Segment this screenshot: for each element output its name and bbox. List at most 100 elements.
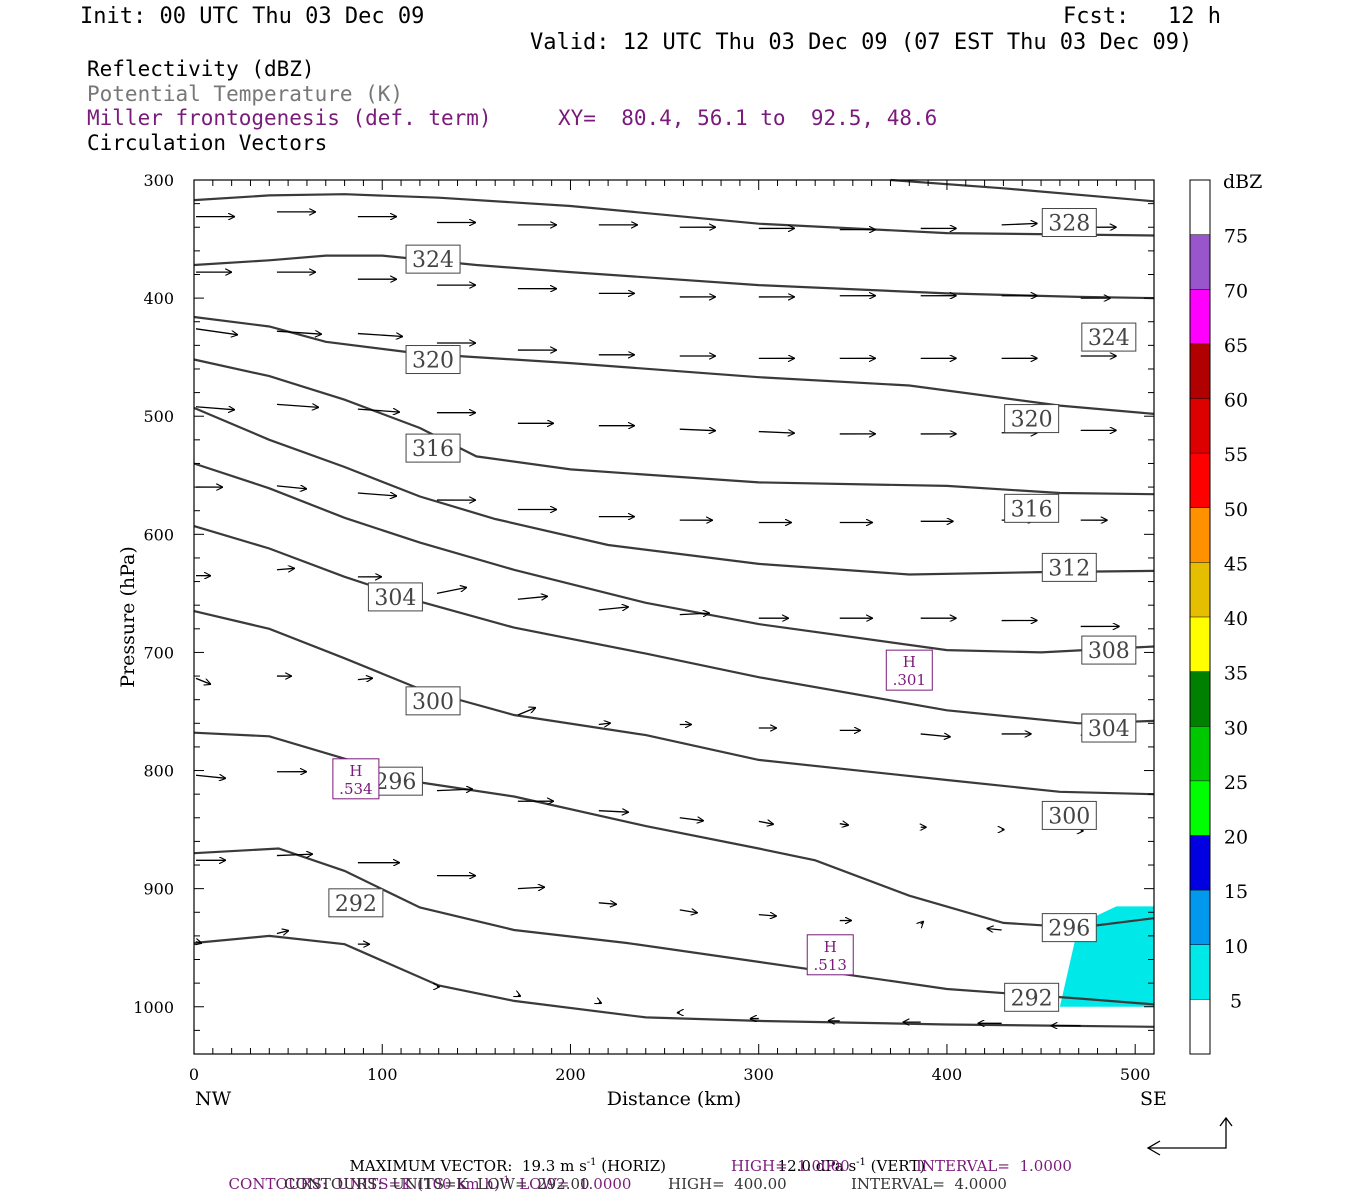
colorbar-segment [1190,835,1210,891]
miller-high-letter: H [349,762,362,780]
colorbar-level-label: 55 [1224,444,1248,466]
circulation-vector [517,596,548,599]
circulation-vector [276,486,307,489]
circulation-vector [195,775,226,778]
circulation-vector [276,331,322,334]
contour-label-text: 320 [412,349,454,374]
contour-label-box [1041,800,1097,830]
miller-contour-info: CONTOURS: UNITS=K (100 km h)-1 LOW= 1.00… [228,1175,632,1193]
colorbar-segment [1190,726,1210,781]
colorbar-level-label: 70 [1224,280,1248,302]
colorbar-level-label: 5 [1230,990,1242,1012]
colorbar-segment [1190,453,1210,508]
theta-contour [193,525,1155,725]
circulation-vector [195,328,238,335]
circulation-vector [679,910,698,913]
circulation-vector [758,915,777,916]
contour-label-box [1041,552,1097,582]
contour-label-text: 296 [1048,917,1090,942]
contour-label-box [1041,913,1097,943]
field-reflectivity: Reflectivity (dBZ) [87,57,315,81]
miller-high-value: .513 [814,956,847,974]
colorbar-level-label: 25 [1224,772,1248,794]
contour-label-text: 328 [1048,212,1090,237]
colorbar-segment [1190,180,1210,235]
theta-contour [193,254,1155,300]
miller-high-letter: H [903,653,916,671]
theta-contour [193,731,1155,929]
y-tick-label: 600 [143,525,174,544]
contour-label-box [328,888,384,918]
circulation-vector [357,409,400,412]
contour-label-box [405,244,461,274]
contour-label: 292 [1004,982,1060,1012]
circulation-vector [517,887,545,889]
colorbar-level-label: 20 [1224,827,1248,849]
contour-label-text: 324 [412,248,454,273]
colorbar-segment [1190,944,1210,1000]
miller-high-box [332,758,380,800]
plot-frame [193,179,1155,1055]
colorbar-segment [1190,507,1210,563]
contour-label-box [405,345,461,375]
x-left-direction: NW [195,1088,232,1110]
contour-label-text: 304 [374,586,416,611]
x-right-direction: SE [1140,1088,1167,1110]
contour-label: 300 [405,686,461,716]
circulation-vector [679,429,716,430]
colorbar-level-label: 30 [1224,717,1248,739]
contour-label: 312 [1041,552,1097,582]
contour-label: 324 [405,244,461,274]
contour-label: 296 [1041,913,1097,943]
circulation-vector [679,818,704,821]
circulation-vector [598,811,629,813]
x-axis-label: Distance (km) [607,1088,742,1110]
circulation-vector [987,929,1002,930]
miller-high-box [885,649,933,691]
circulation-vector [276,931,289,934]
y-tick-label: 400 [143,289,174,308]
contour-label-text: 312 [1048,556,1090,581]
theta-contour-info: CONTOURS: UNITS=K LOW= 292.00 [284,1175,590,1193]
y-axis-label: Pressure (hPa) [117,546,139,688]
y-tick-label: 900 [143,880,174,899]
contour-label-text: 300 [1048,804,1090,829]
circulation-vector [357,493,397,496]
circulation-vector [195,407,235,410]
circulation-vector [758,821,774,824]
colorbar-level-label: 60 [1224,390,1248,412]
contour-label-box [1004,404,1060,434]
axis-tick-layer: 0 100 200 300 400 500 300 400 500 600 700 800 900 100… [133,171,1155,1084]
circulation-vector [839,824,849,826]
colorbar-level-label: 10 [1224,936,1248,958]
contour-label-text: 316 [412,437,454,462]
contour-label-text: 324 [1088,326,1130,351]
contour-label-text: 300 [412,690,454,715]
x-tick-label: 400 [932,1065,963,1084]
contour-label-box [1081,635,1137,665]
colorbar-segment [1190,890,1210,945]
miller-high: H.301 [885,649,933,691]
colorbar-level-label: 75 [1224,226,1248,248]
contour-label: 300 [1041,800,1097,830]
circulation-vector [195,677,211,684]
theta-contour-interval: INTERVAL= 4.0000 [851,1175,1007,1193]
contour-label-box [405,433,461,463]
circulation-vector [436,789,473,791]
theta-contour [193,847,1155,1006]
miller-high: H.534 [332,758,380,800]
circulation-vector [920,734,951,737]
circulation-vector [518,995,521,996]
x-tick-label: 0 [189,1065,199,1084]
miller-contour-high: HIGH= 1.0000 [731,1157,850,1175]
colorbar-level-label: 40 [1224,608,1248,630]
contour-label: 304 [367,582,423,612]
contour-label: 328 [1041,208,1097,238]
miller-contour-interval: INTERVAL= 1.0000 [916,1157,1072,1175]
circulation-vector [196,942,202,944]
contour-label-text: 316 [1011,497,1053,522]
circulation-vector [679,613,710,615]
circulation-vector [598,607,629,610]
x-tick-label: 100 [367,1065,398,1084]
